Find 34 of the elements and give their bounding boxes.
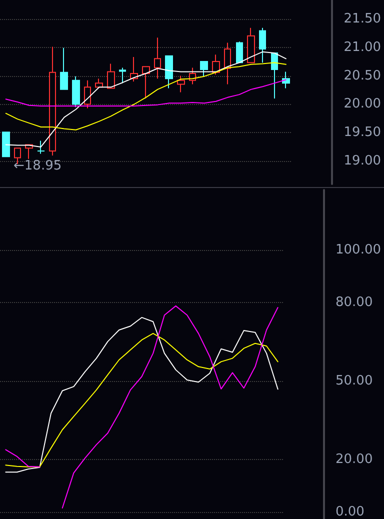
candlestick: [247, 27, 255, 64]
candlestick: [154, 37, 161, 80]
candlestick: [282, 71, 290, 89]
candlestick: [165, 55, 173, 89]
candlestick: [200, 61, 208, 77]
y-tick-label: 20.50: [344, 68, 381, 84]
y-tick-label: 20.00: [336, 452, 373, 468]
y-tick-label: 21.50: [344, 11, 381, 26]
candlestick: [72, 76, 80, 108]
candlestick: [236, 41, 243, 64]
line-series: [5, 51, 286, 148]
line-series: [5, 79, 286, 106]
candlestick: [259, 27, 266, 64]
annotation: ←18.95: [14, 158, 62, 174]
candlestick: [37, 140, 45, 154]
y-tick-label: 100.00: [336, 242, 382, 258]
y-tick-label: 21.00: [344, 40, 381, 55]
candlestick: [271, 52, 278, 100]
candlestick: [60, 47, 68, 90]
candlestick: [177, 75, 185, 93]
line-series: [5, 62, 286, 130]
candlestick: [49, 46, 56, 156]
candlestick: [119, 67, 126, 84]
candlestick: [84, 80, 91, 109]
y-tick-label: 19.00: [344, 154, 381, 169]
y-tick-label: 19.50: [344, 125, 381, 140]
candlestick: [107, 63, 115, 89]
candlestick: [2, 132, 10, 158]
y-tick-label: 80.00: [336, 295, 373, 310]
y-tick-label: 20.00: [344, 96, 381, 112]
candlestick: [142, 66, 150, 100]
y-tick-label: 0.00: [336, 504, 364, 519]
y-tick-label: 50.00: [336, 374, 373, 389]
candlestick: [224, 42, 231, 85]
